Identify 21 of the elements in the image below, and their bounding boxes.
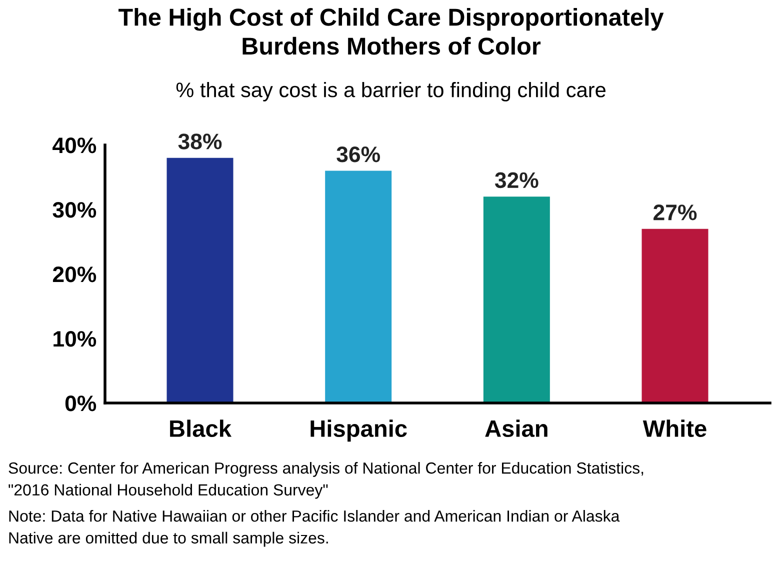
bar: [642, 228, 708, 403]
bar: [166, 158, 234, 403]
chart-title: The High Cost of Child Care Disproportionately Burdens Mothers of Color: [118, 8, 664, 55]
x-tick-label: Hispanic: [310, 420, 407, 442]
y-tick-label: 30%: [52, 202, 96, 218]
y-tick-label: 0%: [65, 396, 96, 412]
bar: [483, 196, 550, 403]
y-tick-label: 40%: [52, 138, 96, 154]
x-tick-label: Black: [170, 420, 232, 438]
chart-subtitle: % that say cost is a barrier to finding child care: [176, 82, 606, 102]
bar: [325, 170, 392, 403]
y-tick-label: 20%: [52, 266, 96, 282]
text: Note: Data for Native Hawaiian or other Pacific Islander and American Indian or Alaska Native are omitted due to small sample sizes.: [9, 510, 620, 547]
y-tick-label: 10%: [54, 331, 96, 347]
data-label: 32%: [494, 172, 538, 188]
x-tick-label: Asian: [485, 420, 548, 438]
data-label: 36%: [336, 146, 380, 162]
data-label: 27%: [654, 204, 697, 220]
data-label: 38%: [178, 134, 222, 150]
x-tick-label: White: [642, 420, 706, 438]
source-note: Source: Center for American Progress analysis of National Center for Education Statistics, "2016 National Household Education Survey": [8, 462, 644, 499]
